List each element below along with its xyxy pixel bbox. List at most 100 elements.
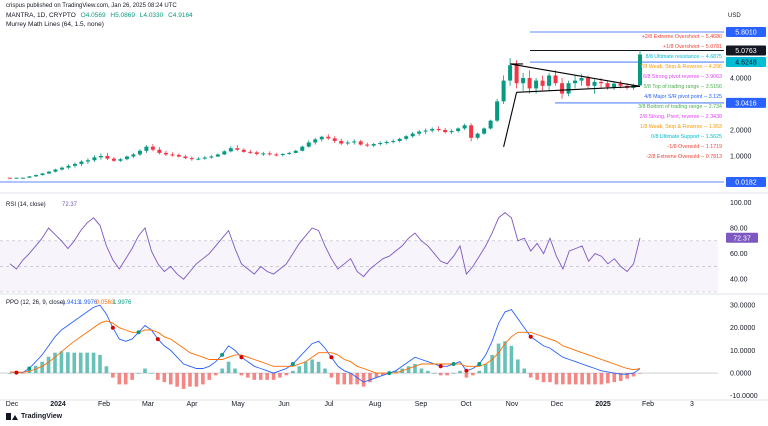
ppo-histogram-bar	[111, 373, 115, 378]
ppo-histogram-bar	[586, 373, 591, 385]
candle-body	[98, 156, 103, 158]
candle-body	[540, 80, 545, 86]
ppo-histogram-bar	[631, 373, 636, 377]
candle-body	[53, 169, 58, 172]
candle-body	[332, 138, 337, 141]
ppo-histogram-bar	[638, 373, 642, 374]
ppo-histogram-bar	[143, 368, 147, 374]
candle-body	[482, 128, 487, 134]
candle-body	[514, 65, 519, 84]
candle-body	[612, 83, 617, 88]
candle-body	[404, 136, 409, 139]
candle-body	[371, 144, 376, 146]
candle-body	[586, 78, 591, 86]
ppo-histogram-bar	[406, 366, 411, 374]
candle-body	[488, 120, 493, 129]
candle-body	[573, 80, 578, 84]
ppo-histogram-bar	[123, 373, 128, 385]
ppo-histogram-bar	[528, 373, 533, 378]
rsi-tag	[726, 232, 758, 243]
candle-body	[339, 140, 344, 144]
ppo-tick-label: 20.0000	[730, 325, 755, 332]
candle-body	[85, 160, 90, 162]
candle-body	[8, 177, 12, 179]
price-tag-label: 5.0763	[735, 48, 757, 55]
murrey-level-label: 1/8 Weak, Stop & Reverse -- 1.953	[640, 124, 722, 130]
candle-body	[79, 161, 84, 164]
tradingview-icon	[6, 413, 18, 420]
ppo-histogram-bar	[297, 366, 302, 374]
ppo-histogram-bar	[548, 373, 552, 383]
time-tick-label: Nov	[506, 401, 519, 408]
murrey-level-label: 4/8 Major S/R pivot point -- 3.125	[644, 94, 722, 100]
ppo-histogram-bar	[258, 373, 263, 380]
candle-body	[560, 83, 565, 94]
ppo-histogram-bar	[207, 373, 212, 380]
ppo-histogram-bar	[503, 341, 507, 374]
ppo-histogram-bar	[483, 364, 488, 374]
ppo-histogram-bar	[233, 368, 237, 374]
rsi-tick-label: 40.00	[730, 277, 748, 284]
ppo-histogram-bar	[188, 373, 192, 387]
candle-body	[553, 75, 558, 84]
ppo-histogram-bar	[541, 373, 546, 383]
ppo-cross-dot	[27, 366, 32, 371]
time-tick-label: Apr	[187, 401, 199, 408]
candle-body	[72, 163, 77, 166]
candle-body	[131, 154, 136, 157]
ppo-histogram-bar	[162, 373, 167, 383]
rsi-tag-label: 72.37	[733, 235, 751, 242]
candle-body	[92, 157, 97, 161]
ppo-histogram-bar	[561, 373, 565, 385]
candle-body	[228, 148, 233, 152]
candle-body	[287, 152, 292, 154]
candle-body	[521, 78, 526, 84]
ppo-histogram-bar	[40, 361, 44, 374]
ppo-histogram-bar	[413, 364, 417, 374]
candle-body	[638, 54, 642, 86]
ppo-tick-label: 10.0000	[730, 348, 755, 355]
trendline	[503, 92, 518, 148]
ppo-value-label: 1.9976	[113, 300, 132, 306]
time-tick-label: 2025	[595, 401, 611, 408]
candle-body	[417, 131, 422, 134]
ppo-histogram-bar	[156, 373, 160, 380]
ppo-histogram-bar	[336, 373, 340, 385]
ppo-histogram-bar	[149, 373, 154, 374]
candle-body	[495, 101, 500, 121]
symbol-line: MANTRA, 1D, CRYPTO O4.0569 H5.0869 L4.03…	[6, 12, 196, 19]
candle-body	[27, 176, 32, 178]
ppo-histogram-bar	[490, 354, 494, 374]
time-tick-label: Dec	[6, 401, 19, 408]
candle-body	[534, 80, 539, 89]
murrey-level-label: -2/8 Extreme Oversold -- 0.7813	[646, 154, 722, 160]
candle-body	[215, 154, 220, 157]
candle-body	[605, 83, 610, 88]
ppo-histogram-bar	[477, 370, 482, 374]
symbol-label: MANTRA, 1D, CRYPTO	[6, 12, 76, 19]
ppo-signal-line	[9, 320, 641, 374]
price-tag	[726, 97, 766, 108]
tradingview-logo: TradingView	[6, 413, 62, 420]
ppo-histogram-bar	[606, 373, 610, 384]
candle-body	[150, 146, 155, 150]
candle-body	[118, 159, 123, 161]
candle-body	[566, 83, 571, 94]
ppo-histogram-bar	[599, 373, 604, 385]
rsi-line	[9, 212, 641, 280]
ppo-histogram-bar	[130, 373, 134, 380]
ppo-histogram-bar	[181, 373, 186, 389]
candle-body	[449, 131, 454, 133]
ppo-histogram-bar	[625, 373, 629, 379]
price-tag-label: 3.0416	[735, 100, 757, 107]
murrey-level-label: +1/8 Overshoot -- 5.0781	[663, 44, 722, 50]
candle-body	[235, 148, 240, 150]
price-tag	[726, 177, 766, 187]
candle-body	[248, 151, 253, 153]
ppo-histogram-bar	[53, 352, 57, 374]
ppo-histogram-bar	[98, 354, 102, 374]
ppo-cross-dot	[290, 362, 295, 366]
candle-body	[254, 152, 259, 154]
time-tick-label: Jun	[278, 401, 289, 408]
